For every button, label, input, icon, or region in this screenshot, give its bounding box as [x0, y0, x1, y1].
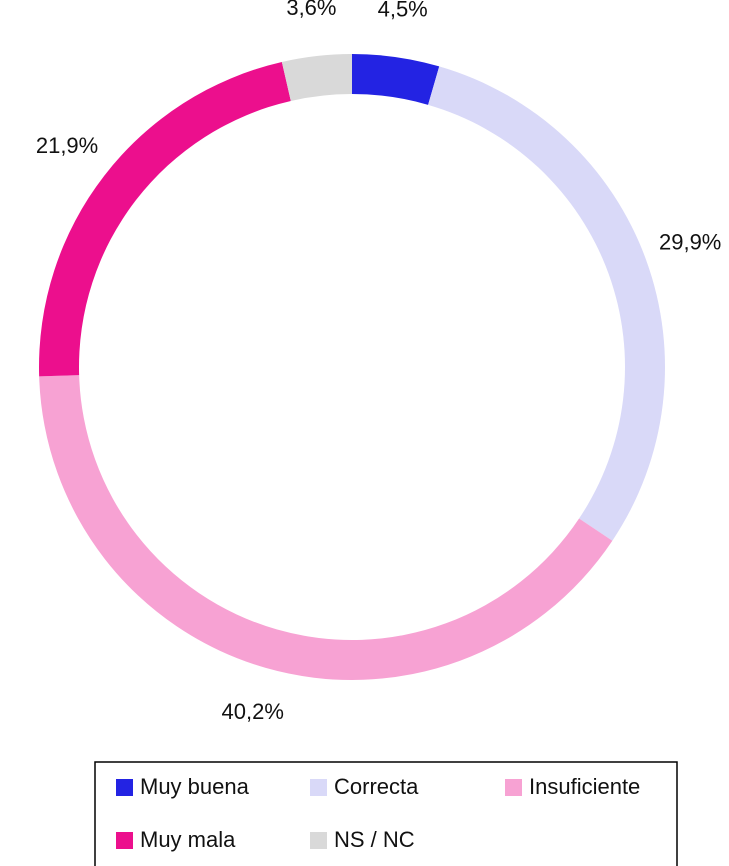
data-label: 21,9%	[36, 133, 98, 158]
legend-label: Insuficiente	[529, 774, 640, 799]
legend-swatch	[116, 832, 133, 849]
donut-segment	[39, 61, 291, 377]
legend-swatch	[116, 779, 133, 796]
legend-swatch	[310, 779, 327, 796]
legend-swatch	[505, 779, 522, 796]
donut-segment	[39, 375, 613, 680]
legend-box	[94, 761, 678, 866]
data-label: 40,2%	[222, 699, 284, 724]
donut-segment	[281, 54, 352, 101]
legend-label: Muy buena	[140, 774, 250, 799]
data-label: 4,5%	[378, 0, 428, 21]
legend-label: Muy mala	[140, 827, 236, 852]
legend-swatch	[310, 832, 327, 849]
legend-label: Correcta	[334, 774, 419, 799]
donut-segment	[352, 54, 440, 105]
data-label: 29,9%	[659, 229, 721, 254]
donut-segment	[428, 66, 665, 541]
legend-label: NS / NC	[334, 827, 415, 852]
data-label: 3,6%	[286, 0, 336, 20]
